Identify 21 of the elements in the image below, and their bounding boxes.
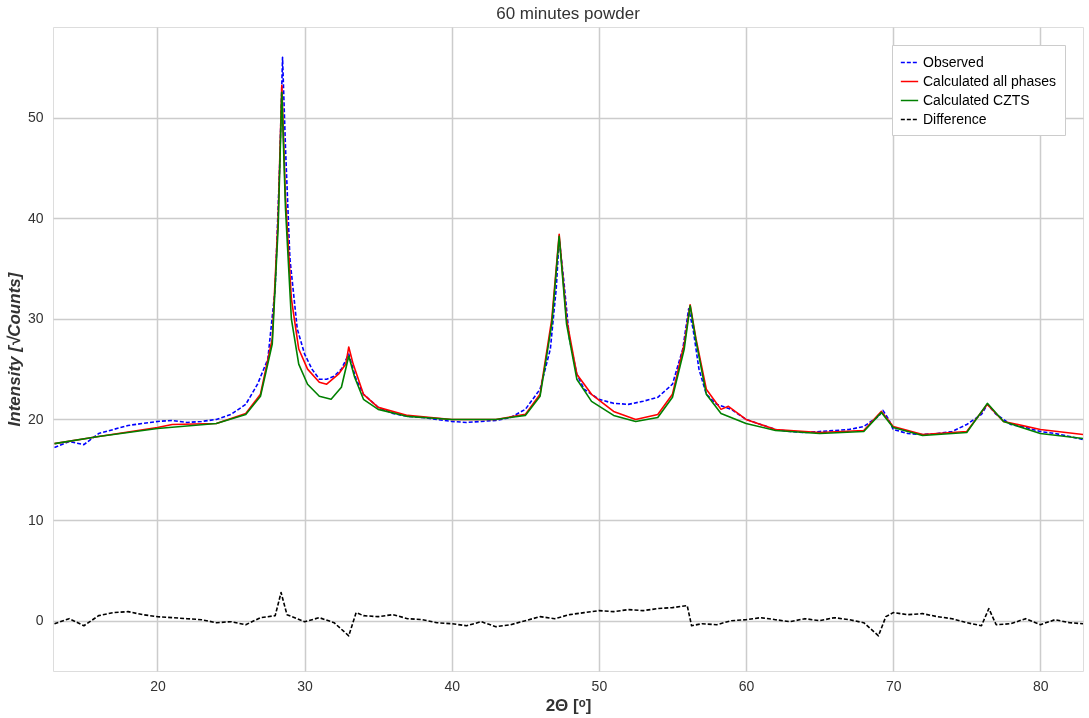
legend-label: Observed: [923, 53, 984, 70]
x-tick-label: 20: [150, 677, 166, 694]
x-tick-label: 40: [444, 677, 461, 694]
legend-label: Difference: [923, 110, 987, 127]
x-tick-label: 80: [1033, 677, 1049, 694]
y-tick-label: 30: [27, 310, 44, 327]
line-series: [53, 591, 1084, 637]
y-tick-label: 40: [27, 209, 44, 226]
y-tick-label: 20: [27, 410, 44, 427]
y-tick-label: 10: [27, 511, 44, 528]
y-tick-label: 50: [27, 109, 44, 126]
x-tick-label: 30: [297, 677, 314, 694]
y-tick-label: 0: [35, 612, 44, 629]
x-tick-label: 50: [591, 677, 608, 694]
x-axis-title: 2Θ [ᵒ]: [545, 695, 592, 715]
legend-label: Calculated CZTS: [923, 91, 1030, 108]
y-axis-title: Intensity [√Counts]: [4, 271, 24, 427]
x-tick-label: 60: [738, 677, 755, 694]
chart-title: 60 minutes powder: [496, 4, 641, 23]
legend-label: Calculated all phases: [923, 72, 1057, 89]
x-tick-label: 70: [885, 677, 902, 694]
